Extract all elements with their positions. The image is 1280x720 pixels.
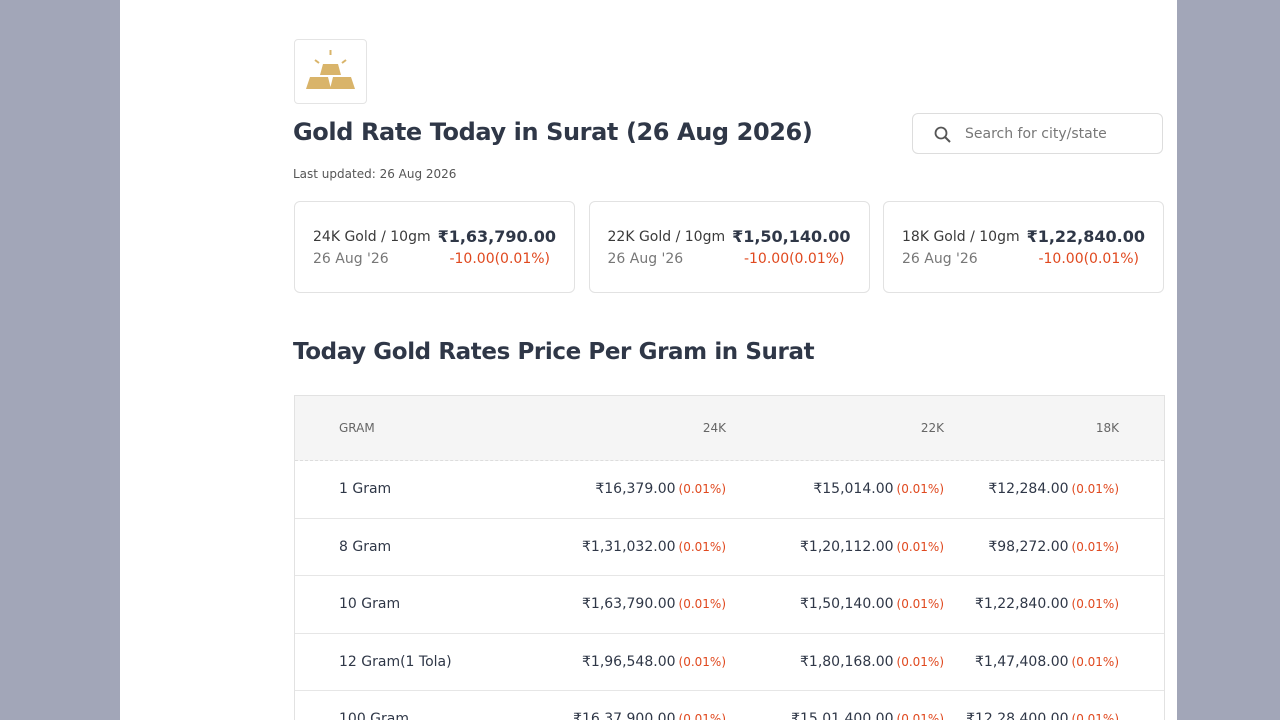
search-icon — [934, 126, 951, 143]
table-row: 100 Gram ₹16,37,900.00 (0.01%) ₹15,01,400.0… — [295, 691, 1164, 720]
price: ₹15,014.00 — [813, 481, 894, 498]
card-label: 22K Gold / 10gm — [607, 229, 726, 245]
card-label: 18K Gold / 10gm — [902, 229, 1020, 245]
card-change: -10.00(0.01%) — [449, 251, 550, 267]
change: (0.01%) — [896, 597, 944, 612]
change: (0.01%) — [678, 654, 726, 669]
change: (0.01%) — [678, 539, 726, 554]
price-cell: ₹98,272.00 (0.01%) — [988, 539, 1119, 555]
card-date: 26 Aug '26 — [607, 251, 684, 267]
column-header: GRAM — [339, 421, 375, 435]
card-label: 24K Gold / 10gm — [313, 229, 431, 245]
price-cell: ₹15,01,400.00 (0.01%) — [791, 711, 944, 720]
price-cell: ₹1,47,408.00 (0.01%) — [975, 654, 1119, 670]
price-cell: ₹12,28,400.00 (0.01%) — [966, 711, 1119, 720]
page-title: Gold Rate Today in Surat (26 Aug 2026) — [293, 118, 813, 146]
change: (0.01%) — [678, 712, 726, 720]
price: ₹1,20,112.00 — [800, 538, 894, 555]
price-cell: ₹15,014.00 (0.01%) — [813, 481, 944, 497]
price: ₹12,284.00 — [988, 481, 1069, 498]
table-row: 10 Gram ₹1,63,790.00 (0.01%) ₹1,50,140.00 (0… — [295, 576, 1164, 634]
rate-card: 22K Gold / 10gm 26 Aug '26 ₹1,50,140.00 -10… — [588, 201, 870, 293]
price-cell: ₹1,96,548.00 (0.01%) — [582, 654, 726, 670]
card-price: ₹1,63,790.00 — [437, 227, 556, 246]
price: ₹15,01,400.00 — [791, 711, 894, 720]
gram-cell: 10 Gram — [339, 596, 401, 613]
price-cell: ₹16,37,900.00 (0.01%) — [573, 711, 726, 720]
search-box[interactable]: Search for city/state — [912, 113, 1163, 154]
change: (0.01%) — [896, 712, 944, 720]
change: (0.01%) — [1071, 712, 1119, 720]
rate-card: 18K Gold / 10gm 26 Aug '26 ₹1,22,840.00 -10… — [883, 201, 1164, 293]
card-change: -10.00(0.01%) — [1038, 251, 1139, 267]
card-change: -10.00(0.01%) — [743, 251, 845, 267]
table-row: 8 Gram ₹1,31,032.00 (0.01%) ₹1,20,112.00 (0.… — [295, 519, 1164, 576]
column-header: 24K — [702, 421, 726, 435]
rates-table: GRAM 24K 22K 18K 1 Gram ₹16,379.00 (0.01%) ₹15,… — [294, 395, 1165, 720]
gram-cell: 100 Gram — [339, 711, 409, 720]
gram-cell: 1 Gram — [339, 481, 392, 498]
price: ₹1,96,548.00 — [582, 653, 676, 670]
price: ₹1,47,408.00 — [975, 653, 1069, 670]
price: ₹1,63,790.00 — [582, 596, 676, 613]
change: (0.01%) — [1071, 654, 1119, 669]
price: ₹1,80,168.00 — [800, 653, 894, 670]
gold-logo — [294, 39, 367, 104]
change: (0.01%) — [678, 482, 726, 497]
column-header: 18K — [1095, 421, 1119, 435]
card-date: 26 Aug '26 — [902, 251, 978, 267]
change: (0.01%) — [1071, 597, 1119, 612]
price-cell: ₹1,50,140.00 (0.01%) — [800, 596, 944, 612]
price: ₹1,22,840.00 — [975, 596, 1069, 613]
gram-cell: 8 Gram — [339, 538, 392, 555]
change: (0.01%) — [1071, 539, 1119, 554]
change: (0.01%) — [896, 482, 944, 497]
card-price: ₹1,50,140.00 — [732, 227, 851, 246]
change: (0.01%) — [896, 654, 944, 669]
price: ₹12,28,400.00 — [966, 711, 1069, 720]
price: ₹16,379.00 — [595, 481, 676, 498]
price: ₹98,272.00 — [988, 538, 1069, 555]
price-cell: ₹1,63,790.00 (0.01%) — [582, 596, 726, 612]
section-title: Today Gold Rates Price Per Gram in Surat — [293, 339, 815, 365]
gold-icon — [306, 50, 355, 89]
price-cell: ₹1,31,032.00 (0.01%) — [582, 539, 726, 555]
price: ₹1,50,140.00 — [800, 596, 894, 613]
price-cell: ₹1,80,168.00 (0.01%) — [800, 654, 944, 670]
change: (0.01%) — [1071, 482, 1119, 497]
table-row: 1 Gram ₹16,379.00 (0.01%) ₹15,014.00 (0.01%)… — [295, 461, 1164, 519]
rate-card: 24K Gold / 10gm 26 Aug '26 ₹1,63,790.00 -10… — [294, 201, 575, 293]
change: (0.01%) — [678, 597, 726, 612]
price-cell: ₹16,379.00 (0.01%) — [595, 481, 726, 497]
column-header: 22K — [920, 421, 944, 435]
table-header: GRAM 24K 22K 18K — [295, 396, 1164, 461]
content-panel: Gold Rate Today in Surat (26 Aug 2026) L… — [120, 0, 1177, 720]
price: ₹1,31,032.00 — [582, 538, 676, 555]
price-cell: ₹12,284.00 (0.01%) — [988, 481, 1119, 497]
card-date: 26 Aug '26 — [313, 251, 389, 267]
card-price: ₹1,22,840.00 — [1026, 227, 1145, 246]
gram-cell: 12 Gram(1 Tola) — [339, 653, 452, 670]
change: (0.01%) — [896, 539, 944, 554]
price: ₹16,37,900.00 — [573, 711, 676, 720]
price-cell: ₹1,20,112.00 (0.01%) — [800, 539, 944, 555]
table-row: 12 Gram(1 Tola) ₹1,96,548.00 (0.01%) ₹1,80,… — [295, 634, 1164, 691]
price-cell: ₹1,22,840.00 (0.01%) — [975, 596, 1119, 612]
search-placeholder: Search for city/state — [965, 126, 1107, 142]
last-updated: Last updated: 26 Aug 2026 — [293, 167, 457, 181]
